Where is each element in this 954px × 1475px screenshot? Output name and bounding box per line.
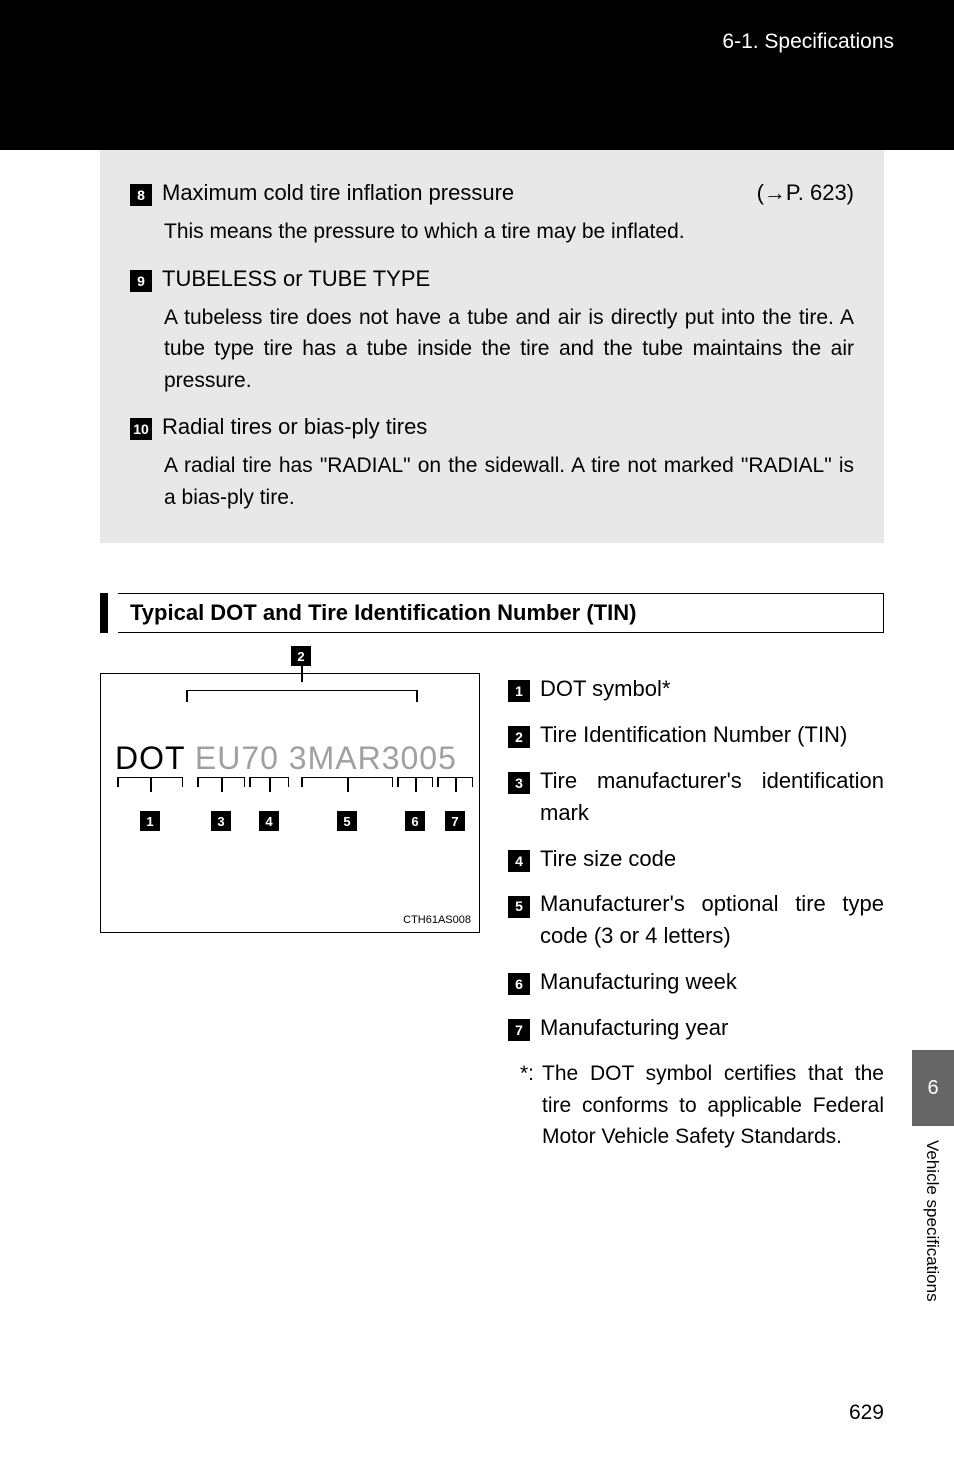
footnote-text: The DOT symbol certifies that the tire c… <box>542 1058 884 1153</box>
header-left-block <box>0 0 70 150</box>
info-title-9: TUBELESS or TUBE TYPE <box>162 266 854 292</box>
tin-badge-7: 7 <box>508 1019 530 1041</box>
info-title-10: Radial tires or bias-ply tires <box>162 414 854 440</box>
tin-item-3: 3 Tire manufacturer's identification mar… <box>508 765 884 829</box>
tin-badge-1: 1 <box>508 680 530 702</box>
diagram-badge-1: 1 <box>140 811 160 831</box>
diagram-badge-6: 6 <box>405 811 425 831</box>
page-number: 629 <box>849 1401 884 1425</box>
tin-item-4: 4 Tire size code <box>508 843 884 875</box>
page-header: 6-1. Specifications <box>0 0 954 150</box>
footnote: *: The DOT symbol certifies that the tir… <box>508 1058 884 1153</box>
diagram-badge-7: 7 <box>445 811 465 831</box>
tin-item-7: 7 Manufacturing year <box>508 1012 884 1044</box>
tin-item-2: 2 Tire Identification Number (TIN) <box>508 719 884 751</box>
tin-part-3mar: 3MAR <box>289 740 382 776</box>
tin-part-05: 05 <box>419 740 457 776</box>
tin-item-5: 5 Manufacturer's optional tire type code… <box>508 888 884 952</box>
tin-text-5: Manufacturer's optional tire type code (… <box>540 888 884 952</box>
tin-item-6: 6 Manufacturing week <box>508 966 884 998</box>
section-heading-wrap: Typical DOT and Tire Identification Numb… <box>100 593 884 633</box>
tin-text-6: Manufacturing week <box>540 966 884 998</box>
tin-text-3: Tire manufacturer's identification mark <box>540 765 884 829</box>
tin-text-1: DOT symbol* <box>540 673 884 705</box>
info-item-10: 10 Radial tires or bias-ply tires A radi… <box>130 414 854 513</box>
tin-part-70: 70 <box>241 740 288 776</box>
tin-badge-5: 5 <box>508 896 530 918</box>
info-item-8: 8 Maximum cold tire inflation pressure (… <box>130 180 854 248</box>
diagram-badge-3: 3 <box>211 811 231 831</box>
info-title-8: Maximum cold tire inflation pressure <box>162 180 757 206</box>
gray-info-box: 8 Maximum cold tire inflation pressure (… <box>100 150 884 543</box>
tin-diagram: 2 DOT EU70 3MAR3005 1 3 4 <box>100 673 480 1153</box>
chapter-label: Vehicle specifications <box>922 1140 942 1302</box>
tin-text-4: Tire size code <box>540 843 884 875</box>
info-item-9: 9 TUBELESS or TUBE TYPE A tubeless tire … <box>130 266 854 397</box>
info-desc-9: A tubeless tire does not have a tube and… <box>164 302 854 397</box>
chapter-tab: 6 <box>912 1050 954 1126</box>
diagram-badge-2: 2 <box>291 646 311 666</box>
diagram-badge-5: 5 <box>337 811 357 831</box>
section-heading: Typical DOT and Tire Identification Numb… <box>118 593 884 633</box>
tin-legend: 1 DOT symbol* 2 Tire Identification Numb… <box>508 673 884 1153</box>
tin-badge-4: 4 <box>508 850 530 872</box>
info-desc-10: A radial tire has "RADIAL" on the sidewa… <box>164 450 854 513</box>
num-badge-10: 10 <box>130 418 152 440</box>
tin-code-text: DOT EU70 3MAR3005 <box>115 740 465 777</box>
num-badge-9: 9 <box>130 270 152 292</box>
diagram-badge-4: 4 <box>259 811 279 831</box>
footnote-mark: *: <box>508 1058 542 1153</box>
tin-text-2: Tire Identification Number (TIN) <box>540 719 884 751</box>
tin-badge-3: 3 <box>508 772 530 794</box>
tin-badge-2: 2 <box>508 726 530 748</box>
section-heading-bar <box>100 593 108 633</box>
tin-part-30: 30 <box>382 740 420 776</box>
info-desc-8: This means the pressure to which a tire … <box>164 216 854 248</box>
tin-text-7: Manufacturing year <box>540 1012 884 1044</box>
header-section-label: 6-1. Specifications <box>70 0 954 150</box>
num-badge-8: 8 <box>130 184 152 206</box>
tin-item-1: 1 DOT symbol* <box>508 673 884 705</box>
page-ref-8: (→P. 623) <box>757 180 854 206</box>
tin-badge-6: 6 <box>508 973 530 995</box>
tin-part-dot: DOT <box>115 740 185 776</box>
diagram-id: CTH61AS008 <box>403 914 471 926</box>
tin-part-eu: EU <box>185 740 241 776</box>
